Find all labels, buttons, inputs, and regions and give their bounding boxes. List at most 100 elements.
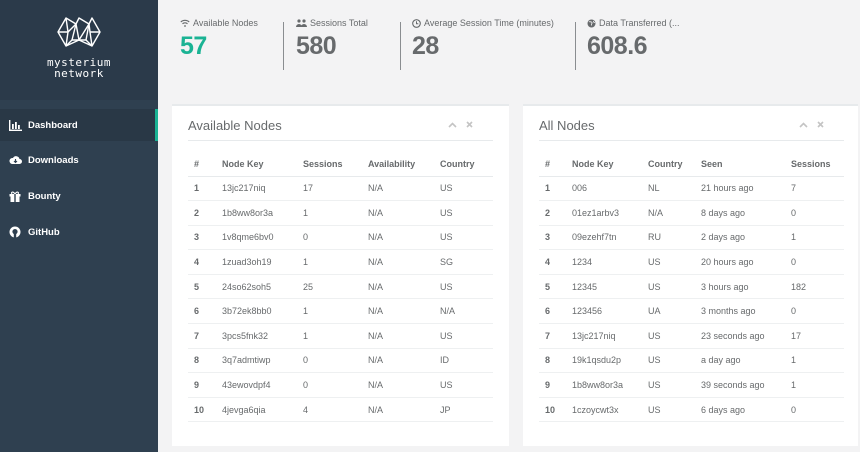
stat-value: 28 [412,32,439,60]
table-cell: 5 [539,274,566,300]
table-cell: US [642,323,695,349]
column-header: Sessions [297,152,362,177]
table-row[interactable]: 3 09ezehf7tn RU 2 days ago 1 [539,225,844,251]
table-cell: 3 [539,225,566,251]
table-cell: US [642,348,695,374]
table-cell: 9 [539,372,566,398]
table-cell: ID [434,348,493,374]
table-cell: 1 [297,200,362,226]
clock-icon [412,18,421,28]
table-cell: JP [434,397,493,423]
table-row[interactable]: 3 1v8qme6bv0 0 N/A US [188,225,493,251]
table-cell: 6 days ago [695,397,785,423]
table-cell: 4 [188,249,216,275]
panel-tools [799,120,824,131]
logo[interactable]: mysterium network [0,0,158,100]
chevron-up-icon[interactable] [799,120,808,131]
table-row[interactable]: 7 13jc217niq US 23 seconds ago 17 [539,323,844,349]
table-row[interactable]: 7 3pcs5fnk32 1 N/A US [188,323,493,349]
table-cell: 25 [297,274,362,300]
panel-divider [188,140,493,141]
stat-sessions-total: Sessions Total 580 [296,18,368,61]
table-cell: 19k1qsdu2p [566,348,642,374]
table-cell: 1 [297,298,362,325]
column-header: Country [642,152,695,177]
table-cell: 2 [539,200,566,226]
close-icon[interactable] [466,120,473,131]
table-cell: 1 [539,176,566,202]
github-icon [8,226,22,238]
table-row[interactable]: 2 01ez1arbv3 N/A 8 days ago 0 [539,200,844,226]
table-cell: 7 [539,323,566,349]
table-row[interactable]: 2 1b8ww8or3a 1 N/A US [188,200,493,226]
sidebar: mysterium network Dashboard Downloads Bo… [0,0,158,452]
table-cell: 0 [297,225,362,251]
table-row[interactable]: 10 4jevga6qia 4 N/A JP [188,397,493,423]
table-row[interactable]: 9 1b8ww8or3a US 39 seconds ago 1 [539,372,844,398]
stat-value: 608.6 [587,32,648,60]
table-header-row: # Node Key Country Seen Sessions [539,152,844,177]
sidebar-item-downloads[interactable]: Downloads [0,144,158,176]
table-cell: N/A [362,225,434,251]
table-cell: N/A [362,200,434,226]
table-cell: US [642,274,695,300]
table-row[interactable]: 4 1zuad3oh19 1 N/A SG [188,249,493,275]
column-header: Country [434,152,493,177]
stat-label: Average Session Time (minutes) [424,18,554,28]
table-row[interactable]: 1 006 NL 21 hours ago 7 [539,176,844,202]
table-cell: 3 hours ago [695,274,785,300]
table-cell: 13jc217niq [566,323,642,349]
table-cell: 0 [785,200,844,226]
table-cell: 1 [297,323,362,349]
table-row[interactable]: 9 43ewovdpf4 0 N/A US [188,372,493,398]
table-row[interactable]: 1 13jc217niq 17 N/A US [188,176,493,202]
sidebar-item-label: Dashboard [28,119,78,131]
table-row[interactable]: 10 1czoycwt3x US 6 days ago 0 [539,397,844,423]
table-cell: N/A [362,372,434,398]
table-cell: US [434,200,493,226]
stat-label: Data Transferred (... [599,18,680,28]
table-cell: UA [642,298,695,325]
column-header: Sessions [785,152,844,177]
table-cell: 8 days ago [695,200,785,226]
all-nodes-table: # Node Key Country Seen Sessions 1 006 NL 21 ho… [539,152,844,423]
table-row[interactable]: 8 3q7admtiwp 0 N/A ID [188,348,493,374]
table-cell: 8 [539,348,566,374]
column-header: # [539,152,566,177]
chevron-up-icon[interactable] [448,120,457,131]
table-cell: 4 [539,249,566,275]
bar-chart-icon [8,119,22,131]
table-cell: N/A [362,323,434,349]
table-row[interactable]: 5 24so62soh5 25 N/A US [188,274,493,300]
table-cell: US [642,397,695,423]
table-cell: 20 hours ago [695,249,785,275]
table-cell: 1v8qme6bv0 [216,225,297,251]
table-cell: 1 [785,348,844,374]
table-cell: N/A [362,397,434,423]
globe-icon [587,19,596,28]
table-cell: 123456 [566,298,642,325]
table-cell: N/A [362,298,434,325]
close-icon[interactable] [817,120,824,131]
table-cell: N/A [362,249,434,275]
sidebar-item-bounty[interactable]: Bounty [0,180,158,212]
table-header-row: # Node Key Sessions Availability Country [188,152,493,177]
table-row[interactable]: 5 12345 US 3 hours ago 182 [539,274,844,300]
table-cell: 3 [188,225,216,251]
table-cell: 10 [539,397,566,423]
sidebar-item-dashboard[interactable]: Dashboard [0,109,158,141]
table-cell: N/A [362,176,434,202]
table-cell: US [434,274,493,300]
table-row[interactable]: 6 3b72ek8bb0 1 N/A N/A [188,298,493,325]
table-cell: 2 [188,200,216,226]
table-cell: N/A [362,348,434,374]
sidebar-item-label: GitHub [28,226,60,238]
table-row[interactable]: 8 19k1qsdu2p US a day ago 1 [539,348,844,374]
table-cell: 12345 [566,274,642,300]
table-row[interactable]: 4 1234 US 20 hours ago 0 [539,249,844,275]
table-row[interactable]: 6 123456 UA 3 months ago 0 [539,298,844,325]
all-nodes-panel: All Nodes # Node Key Country Seen Sessions 1… [523,104,858,446]
table-cell: 4jevga6qia [216,397,297,423]
table-cell: 1 [188,176,216,202]
sidebar-item-github[interactable]: GitHub [0,216,158,248]
